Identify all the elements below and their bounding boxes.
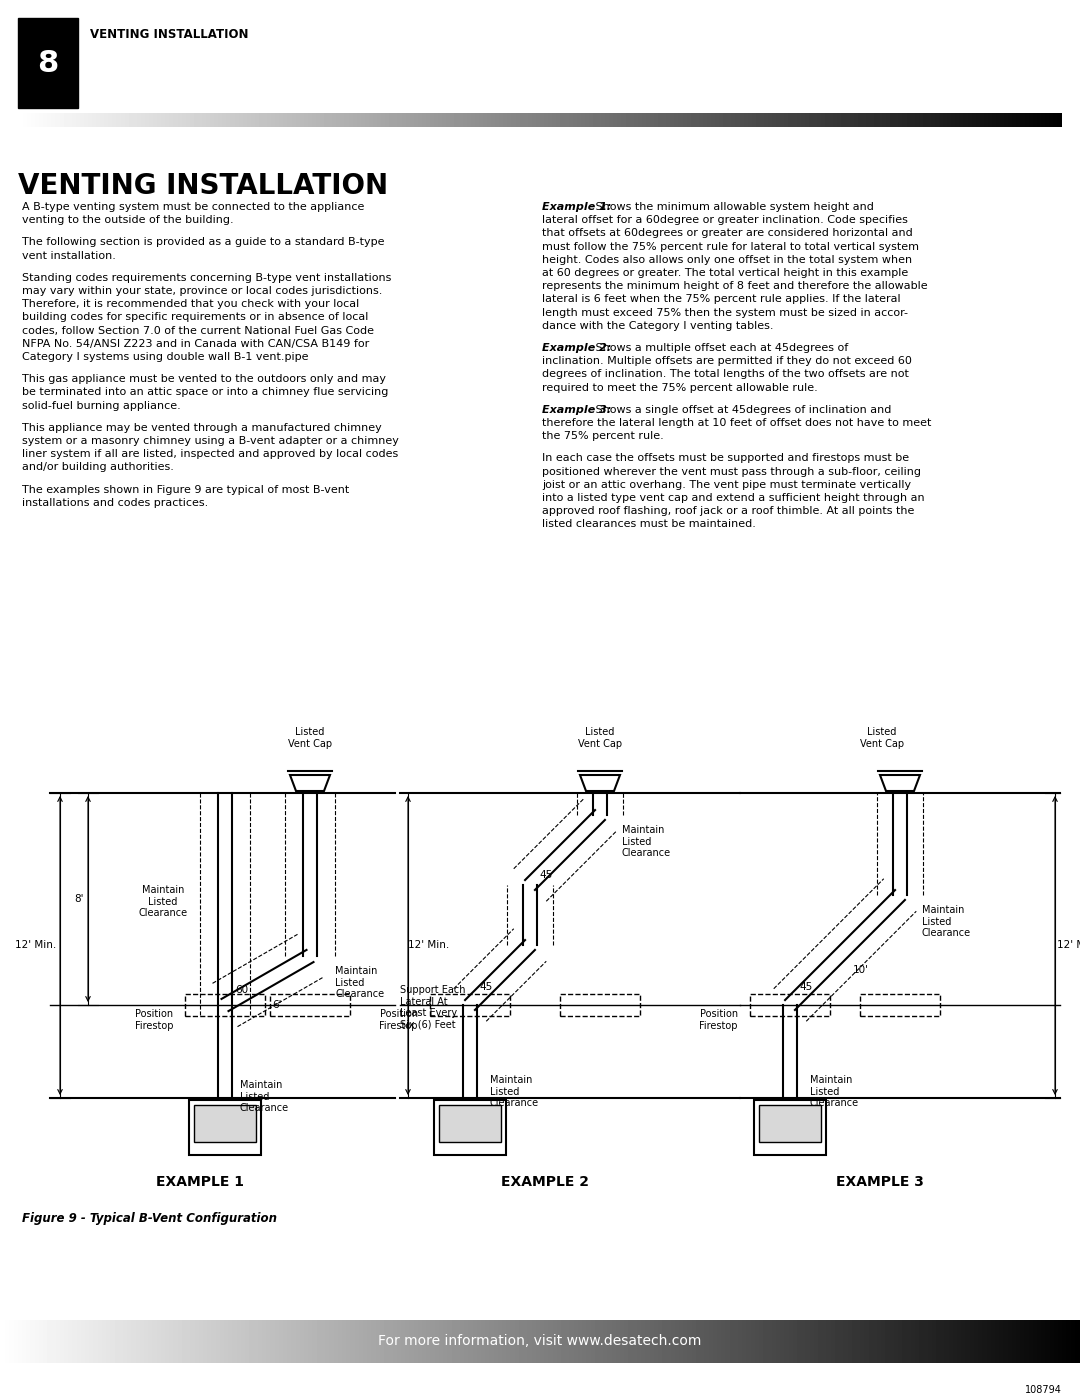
Text: 12' Min.: 12' Min. [408, 940, 449, 950]
Text: Maintain
Listed
Clearance: Maintain Listed Clearance [335, 965, 384, 999]
Text: Maintain
Listed
Clearance: Maintain Listed Clearance [490, 1076, 539, 1108]
Text: 8: 8 [38, 49, 58, 77]
Bar [750, 995, 831, 1016]
Text: Position
Firestop: Position Firestop [700, 1009, 738, 1031]
Text: vent installation.: vent installation. [22, 250, 116, 261]
Bar [434, 1099, 507, 1155]
Text: positioned wherever the vent must pass through a sub-floor, ceiling: positioned wherever the vent must pass t… [542, 467, 921, 476]
Text: 45: 45 [480, 982, 492, 992]
Text: Listed
Vent Cap: Listed Vent Cap [860, 728, 904, 749]
Text: 8': 8' [75, 894, 84, 904]
Bar [759, 1105, 821, 1141]
Text: Shows a single offset at 45degrees of inclination and: Shows a single offset at 45degrees of in… [592, 405, 891, 415]
Bar [185, 995, 265, 1016]
Text: The following section is provided as a guide to a standard B-type: The following section is provided as a g… [22, 237, 384, 247]
Text: NFPA No. 54/ANSI Z223 and in Canada with CAN/CSA B149 for: NFPA No. 54/ANSI Z223 and in Canada with… [22, 339, 369, 349]
Text: into a listed type vent cap and extend a sufficient height through an: into a listed type vent cap and extend a… [542, 493, 924, 503]
Text: Therefore, it is recommended that you check with your local: Therefore, it is recommended that you ch… [22, 299, 360, 309]
Text: Maintain
Listed
Clearance: Maintain Listed Clearance [622, 826, 671, 858]
Text: Position
Firestop: Position Firestop [379, 1009, 418, 1031]
Text: liner system if all are listed, inspected and approved by local codes: liner system if all are listed, inspecte… [22, 450, 399, 460]
Text: 6': 6' [272, 1000, 282, 1010]
Text: EXAMPLE 1: EXAMPLE 1 [156, 1175, 244, 1189]
Text: height. Codes also allows only one offset in the total system when: height. Codes also allows only one offse… [542, 254, 913, 265]
Text: building codes for specific requirements or in absence of local: building codes for specific requirements… [22, 313, 368, 323]
Text: This gas appliance must be vented to the outdoors only and may: This gas appliance must be vented to the… [22, 374, 386, 384]
Text: Listed
Vent Cap: Listed Vent Cap [288, 728, 332, 749]
Bar [189, 1099, 261, 1155]
Text: codes, follow Section 7.0 of the current National Fuel Gas Code: codes, follow Section 7.0 of the current… [22, 326, 374, 335]
Text: 12' Min.: 12' Min. [15, 940, 56, 950]
Text: 108794: 108794 [1025, 1384, 1062, 1396]
Text: therefore the lateral length at 10 feet of offset does not have to meet: therefore the lateral length at 10 feet … [542, 418, 931, 427]
Text: at 60 degrees or greater. The total vertical height in this example: at 60 degrees or greater. The total vert… [542, 268, 908, 278]
Text: lateral offset for a 60degree or greater inclination. Code specifies: lateral offset for a 60degree or greater… [542, 215, 908, 225]
Text: Position
Firestop: Position Firestop [135, 1009, 173, 1031]
Text: This appliance may be vented through a manufactured chimney: This appliance may be vented through a m… [22, 423, 381, 433]
Text: Maintain
Listed
Clearance: Maintain Listed Clearance [138, 886, 188, 918]
Text: length must exceed 75% then the system must be sized in accor-: length must exceed 75% then the system m… [542, 307, 908, 317]
Text: 12' Min.: 12' Min. [1057, 940, 1080, 950]
Text: inclination. Multiple offsets are permitted if they do not exceed 60: inclination. Multiple offsets are permit… [542, 356, 912, 366]
Text: Category I systems using double wall B-1 vent.pipe: Category I systems using double wall B-1… [22, 352, 309, 362]
Text: Maintain
Listed
Clearance: Maintain Listed Clearance [810, 1076, 859, 1108]
Bar [561, 995, 640, 1016]
Text: may vary within your state, province or local codes jurisdictions.: may vary within your state, province or … [22, 286, 382, 296]
Text: dance with the Category I venting tables.: dance with the Category I venting tables… [542, 321, 773, 331]
Text: listed clearances must be maintained.: listed clearances must be maintained. [542, 520, 756, 529]
Text: degrees of inclination. The total lengths of the two offsets are not: degrees of inclination. The total length… [542, 369, 909, 380]
Bar [860, 995, 940, 1016]
Text: EXAMPLE 2: EXAMPLE 2 [501, 1175, 589, 1189]
Text: VENTING INSTALLATION: VENTING INSTALLATION [90, 28, 248, 41]
Text: 45: 45 [539, 870, 552, 880]
Bar [430, 995, 510, 1016]
Text: Listed
Vent Cap: Listed Vent Cap [578, 728, 622, 749]
Text: joist or an attic overhang. The vent pipe must terminate vertically: joist or an attic overhang. The vent pip… [542, 479, 912, 490]
Text: approved roof flashing, roof jack or a roof thimble. At all points the: approved roof flashing, roof jack or a r… [542, 506, 915, 517]
Text: Maintain
Listed
Clearance: Maintain Listed Clearance [922, 905, 971, 939]
Text: system or a masonry chimney using a B-vent adapter or a chimney: system or a masonry chimney using a B-ve… [22, 436, 399, 446]
Text: 45: 45 [799, 982, 812, 992]
Text: A B-type venting system must be connected to the appliance: A B-type venting system must be connecte… [22, 203, 364, 212]
Text: Shows a multiple offset each at 45degrees of: Shows a multiple offset each at 45degree… [592, 344, 848, 353]
Text: Maintain
Listed
Clearance: Maintain Listed Clearance [240, 1080, 289, 1113]
Text: Figure 9 - Typical B-Vent Configuration: Figure 9 - Typical B-Vent Configuration [22, 1213, 276, 1225]
Text: solid-fuel burning appliance.: solid-fuel burning appliance. [22, 401, 180, 411]
Text: and/or building authorities.: and/or building authorities. [22, 462, 174, 472]
Text: represents the minimum height of 8 feet and therefore the allowable: represents the minimum height of 8 feet … [542, 281, 928, 291]
Text: Support Each
Lateral At
Least Every
Six (6) Feet: Support Each Lateral At Least Every Six … [400, 985, 465, 1030]
Text: VENTING INSTALLATION: VENTING INSTALLATION [18, 172, 388, 200]
Bar [754, 1099, 826, 1155]
Text: EXAMPLE 3: EXAMPLE 3 [836, 1175, 923, 1189]
Text: The examples shown in Figure 9 are typical of most B-vent: The examples shown in Figure 9 are typic… [22, 485, 349, 495]
Text: For more information, visit www.desatech.com: For more information, visit www.desatech… [378, 1334, 702, 1348]
Text: 60: 60 [235, 985, 248, 995]
Text: venting to the outside of the building.: venting to the outside of the building. [22, 215, 233, 225]
Bar [18, 18, 78, 108]
Bar [194, 1105, 256, 1141]
Text: installations and codes practices.: installations and codes practices. [22, 497, 208, 507]
Text: must follow the 75% percent rule for lateral to total vertical system: must follow the 75% percent rule for lat… [542, 242, 919, 251]
Text: Example 3:: Example 3: [542, 405, 611, 415]
Bar [270, 995, 350, 1016]
Text: 10': 10' [853, 965, 869, 975]
Text: be terminated into an attic space or into a chimney flue servicing: be terminated into an attic space or int… [22, 387, 389, 397]
Text: In each case the offsets must be supported and firestops must be: In each case the offsets must be support… [542, 454, 909, 464]
Text: Example 2:: Example 2: [542, 344, 611, 353]
Text: required to meet the 75% percent allowable rule.: required to meet the 75% percent allowab… [542, 383, 818, 393]
Bar [438, 1105, 501, 1141]
Text: Standing codes requirements concerning B-type vent installations: Standing codes requirements concerning B… [22, 272, 391, 282]
Text: that offsets at 60degrees or greater are considered horizontal and: that offsets at 60degrees or greater are… [542, 228, 913, 239]
Text: the 75% percent rule.: the 75% percent rule. [542, 432, 664, 441]
Text: lateral is 6 feet when the 75% percent rule applies. If the lateral: lateral is 6 feet when the 75% percent r… [542, 295, 901, 305]
Text: Example 1:: Example 1: [542, 203, 611, 212]
Text: Shows the minimum allowable system height and: Shows the minimum allowable system heigh… [592, 203, 874, 212]
